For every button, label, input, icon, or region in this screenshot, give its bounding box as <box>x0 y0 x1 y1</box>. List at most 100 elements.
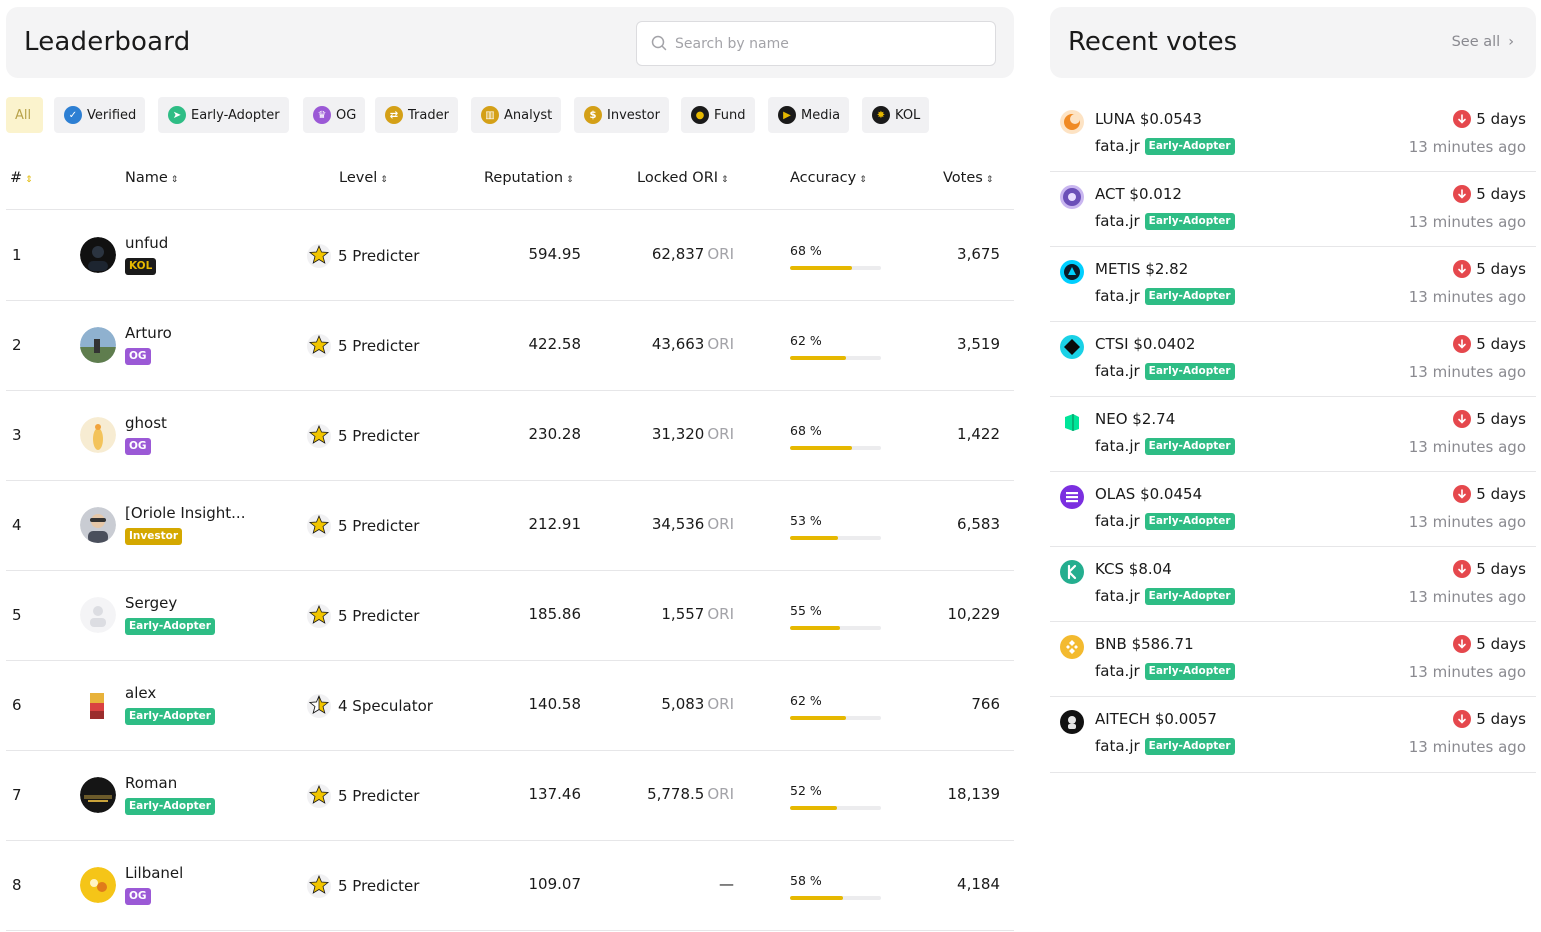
table-row[interactable]: 3 ghost OG 5 Predicter 230.28 31,320 ORI … <box>6 391 1014 481</box>
filter-kol[interactable]: ✸ KOL <box>862 97 930 133</box>
column-level[interactable]: Level ⇕ <box>339 170 388 186</box>
vote-direction: 5 days <box>1453 110 1526 128</box>
avatar[interactable] <box>80 777 116 813</box>
filter-label: Trader <box>408 107 449 123</box>
vote-item[interactable]: CTSI $0.0402 fata.jr Early-Adopter 5 days… <box>1050 322 1536 397</box>
vote-item[interactable]: NEO $2.74 fata.jr Early-Adopter 5 days 13… <box>1050 397 1536 472</box>
avatar[interactable] <box>80 417 116 453</box>
voter-name: fata.jr <box>1095 137 1140 155</box>
filter-verified[interactable]: ✓ Verified <box>54 97 146 133</box>
voter-badge: Early-Adopter <box>1144 512 1235 530</box>
avatar[interactable] <box>80 597 116 633</box>
user-name[interactable]: ghost <box>125 414 167 432</box>
filter-early-adopter[interactable]: ➤ Early-Adopter <box>158 97 289 133</box>
table-row[interactable]: 7 Roman Early-Adopter 5 Predicter 137.46… <box>6 751 1014 841</box>
vote-item[interactable]: AITECH $0.0057 fata.jr Early-Adopter 5 da… <box>1050 697 1536 773</box>
voter[interactable]: fata.jr Early-Adopter <box>1095 512 1235 530</box>
voter[interactable]: fata.jr Early-Adopter <box>1095 737 1235 755</box>
table-row[interactable]: 2 Arturo OG 5 Predicter 422.58 43,663 ORI… <box>6 301 1014 391</box>
table-row[interactable]: 1 unfud KOL 5 Predicter 594.95 62,837 ORI… <box>6 211 1014 301</box>
vote-item[interactable]: LUNA $0.0543 fata.jr Early-Adopter 5 days… <box>1050 97 1536 172</box>
table-row[interactable]: 8 Lilbanel OG 5 Predicter 109.07 — 58 % … <box>6 841 1014 931</box>
accuracy-label: 53 % <box>790 513 822 528</box>
column-accuracy[interactable]: Accuracy ⇕ <box>790 170 867 186</box>
avatar[interactable] <box>80 687 116 723</box>
voter[interactable]: fata.jr Early-Adopter <box>1095 212 1235 230</box>
table-row[interactable]: 4 [Oriole Insight... Investor 5 Predicte… <box>6 481 1014 571</box>
og-icon: ♛ <box>313 106 331 124</box>
user-name[interactable]: Lilbanel <box>125 864 184 882</box>
level: 5 Predicter <box>306 333 419 359</box>
user-name[interactable]: Roman <box>125 774 178 792</box>
filter-investor[interactable]: $ Investor <box>574 97 669 133</box>
accuracy-fill <box>790 716 847 720</box>
vote-symbol: NEO <box>1095 410 1128 428</box>
filter-all[interactable]: All <box>6 97 43 133</box>
voter[interactable]: fata.jr Early-Adopter <box>1095 587 1235 605</box>
vote-direction: 5 days <box>1453 410 1526 428</box>
column-rank[interactable]: # ⇕ <box>10 170 33 186</box>
vote-item[interactable]: BNB $586.71 fata.jr Early-Adopter 5 days … <box>1050 622 1536 697</box>
user-name[interactable]: Sergey <box>125 594 178 612</box>
filter-analyst[interactable]: ▥ Analyst <box>471 97 562 133</box>
avatar[interactable] <box>80 237 116 273</box>
arrow-down-icon <box>1453 185 1472 203</box>
vote-direction: 5 days <box>1453 485 1526 503</box>
avatar[interactable] <box>80 507 116 543</box>
olas-coin-icon <box>1060 485 1084 509</box>
see-all-link[interactable]: See all › <box>1452 34 1514 50</box>
early-adopter-icon: ➤ <box>168 106 186 124</box>
table-row[interactable]: 6 alex Early-Adopter 4 Speculator 140.58… <box>6 661 1014 751</box>
investor-icon: $ <box>584 106 602 124</box>
user-name[interactable]: Arturo <box>125 324 172 342</box>
vote-price: $2.82 <box>1145 260 1189 278</box>
voter[interactable]: fata.jr Early-Adopter <box>1095 362 1235 380</box>
user-name[interactable]: unfud <box>125 234 169 252</box>
table-row[interactable]: 5 Sergey Early-Adopter 5 Predicter 185.8… <box>6 571 1014 661</box>
sort-icon: ⇕ <box>859 175 867 185</box>
user-badge: OG <box>125 348 151 365</box>
search-box[interactable] <box>636 21 996 66</box>
voter[interactable]: fata.jr Early-Adopter <box>1095 287 1235 305</box>
column-votes[interactable]: Votes ⇕ <box>943 170 993 186</box>
user-name[interactable]: [Oriole Insight... <box>125 504 246 522</box>
avatar[interactable] <box>80 327 116 363</box>
filter-fund[interactable]: ● Fund <box>681 97 755 133</box>
vote-symbol: AITECH <box>1095 710 1151 728</box>
avatar[interactable] <box>80 867 116 903</box>
leaderboard-header: Leaderboard <box>6 7 1014 78</box>
column-name[interactable]: Name ⇕ <box>125 170 178 186</box>
reputation: 212.91 <box>528 515 582 533</box>
vote-item[interactable]: OLAS $0.0454 fata.jr Early-Adopter 5 days… <box>1050 472 1536 547</box>
filter-trader[interactable]: ⇄ Trader <box>375 97 458 133</box>
rank: 6 <box>12 696 22 714</box>
locked-unit: ORI <box>707 695 734 713</box>
predicter-icon <box>307 514 331 538</box>
user-badge: Early-Adopter <box>125 798 215 815</box>
sort-icon: ⇕ <box>721 175 729 185</box>
user-name[interactable]: alex <box>125 684 157 702</box>
voter-name: fata.jr <box>1095 512 1140 530</box>
voter[interactable]: fata.jr Early-Adopter <box>1095 137 1235 155</box>
voter-name: fata.jr <box>1095 737 1140 755</box>
vote-time: 13 minutes ago <box>1408 663 1526 681</box>
filter-media[interactable]: ▶ Media <box>768 97 850 133</box>
voter-badge: Early-Adopter <box>1144 362 1235 380</box>
accuracy-label: 68 % <box>790 423 822 438</box>
column-locked-ori[interactable]: Locked ORI ⇕ <box>637 170 729 186</box>
vote-item[interactable]: KCS $8.04 fata.jr Early-Adopter 5 days 13… <box>1050 547 1536 622</box>
vote-item[interactable]: METIS $2.82 fata.jr Early-Adopter 5 days … <box>1050 247 1536 322</box>
search-input[interactable] <box>675 31 975 57</box>
column-label: # <box>10 170 23 186</box>
column-reputation[interactable]: Reputation ⇕ <box>484 170 574 186</box>
bnb-coin-icon <box>1060 635 1084 659</box>
level: 5 Predicter <box>306 873 419 899</box>
vote-item[interactable]: ACT $0.012 fata.jr Early-Adopter 5 days 1… <box>1050 172 1536 247</box>
voter[interactable]: fata.jr Early-Adopter <box>1095 662 1235 680</box>
filter-og[interactable]: ♛ OG <box>303 97 366 133</box>
vote-duration: 5 days <box>1476 710 1526 728</box>
voter[interactable]: fata.jr Early-Adopter <box>1095 437 1235 455</box>
media-icon: ▶ <box>778 106 796 124</box>
vote-asset: AITECH $0.0057 <box>1095 710 1217 728</box>
level-label: 5 Predicter <box>338 787 420 805</box>
